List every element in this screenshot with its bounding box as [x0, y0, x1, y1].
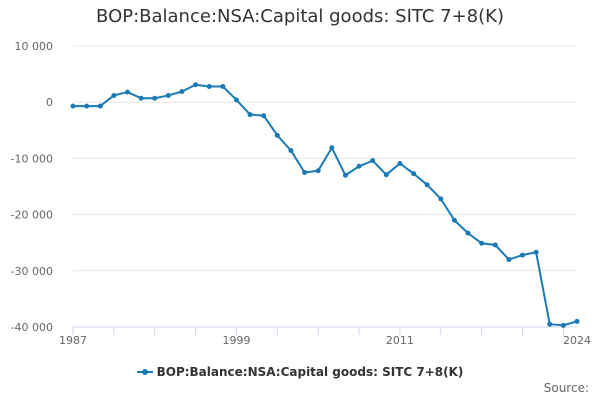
data-point — [506, 257, 512, 263]
data-point — [302, 169, 308, 175]
data-point — [206, 83, 212, 89]
data-point — [261, 113, 267, 119]
data-point — [520, 252, 526, 258]
data-point — [574, 318, 580, 324]
data-point — [533, 249, 539, 255]
data-point — [84, 103, 90, 109]
legend[interactable]: BOP:Balance:NSA:Capital goods: SITC 7+8(… — [0, 365, 600, 380]
data-point — [411, 171, 417, 177]
y-tick-label: -30 000 — [11, 265, 53, 278]
series-layer — [70, 82, 580, 328]
series-line — [72, 83, 578, 327]
y-axis-tick-labels: 10 000 0 -10 000 -20 000 -30 000 -40 000 — [11, 40, 53, 334]
data-point — [138, 95, 144, 101]
data-point — [479, 240, 485, 246]
data-point — [288, 148, 294, 154]
x-tick-label: 1987 — [59, 334, 87, 347]
data-point — [165, 92, 171, 98]
data-point — [451, 217, 457, 223]
legend-label: BOP:Balance:NSA:Capital goods: SITC 7+8(… — [156, 365, 464, 379]
data-point — [438, 196, 444, 202]
x-tick-label: 1999 — [222, 334, 250, 347]
data-point — [397, 160, 403, 166]
data-point — [193, 82, 199, 88]
legend-line-icon — [136, 367, 153, 377]
data-point — [70, 103, 76, 109]
data-point — [179, 89, 185, 95]
data-point — [465, 230, 471, 236]
data-point — [492, 242, 498, 248]
data-point — [274, 132, 280, 138]
y-tick-label: 0 — [46, 96, 53, 109]
data-point — [383, 172, 389, 178]
data-point — [356, 163, 362, 169]
data-point — [342, 172, 348, 178]
chart-title: BOP:Balance:NSA:Capital goods: SITC 7+8(… — [96, 6, 504, 27]
data-point — [152, 95, 158, 101]
y-tick-label: -10 000 — [11, 152, 53, 165]
x-tick-label: 2024 — [563, 334, 591, 347]
data-point — [424, 182, 430, 188]
data-point — [111, 92, 117, 98]
x-axis — [72, 326, 577, 335]
y-tick-label: 10 000 — [15, 40, 54, 53]
x-tick-label: 2011 — [386, 334, 414, 347]
data-point — [124, 89, 130, 95]
source-label: Source: — [543, 381, 589, 395]
y-tick-label: -20 000 — [11, 209, 53, 222]
data-point — [547, 321, 553, 327]
data-point — [329, 145, 335, 151]
y-tick-label: -40 000 — [11, 321, 53, 334]
x-axis-tick-labels: 1987 1999 2011 2024 — [59, 334, 591, 347]
data-point — [97, 103, 103, 109]
data-point — [315, 168, 321, 174]
data-point — [220, 83, 226, 89]
data-point — [560, 322, 566, 328]
data-point — [370, 158, 376, 164]
data-point — [233, 97, 239, 103]
data-point — [247, 112, 253, 118]
